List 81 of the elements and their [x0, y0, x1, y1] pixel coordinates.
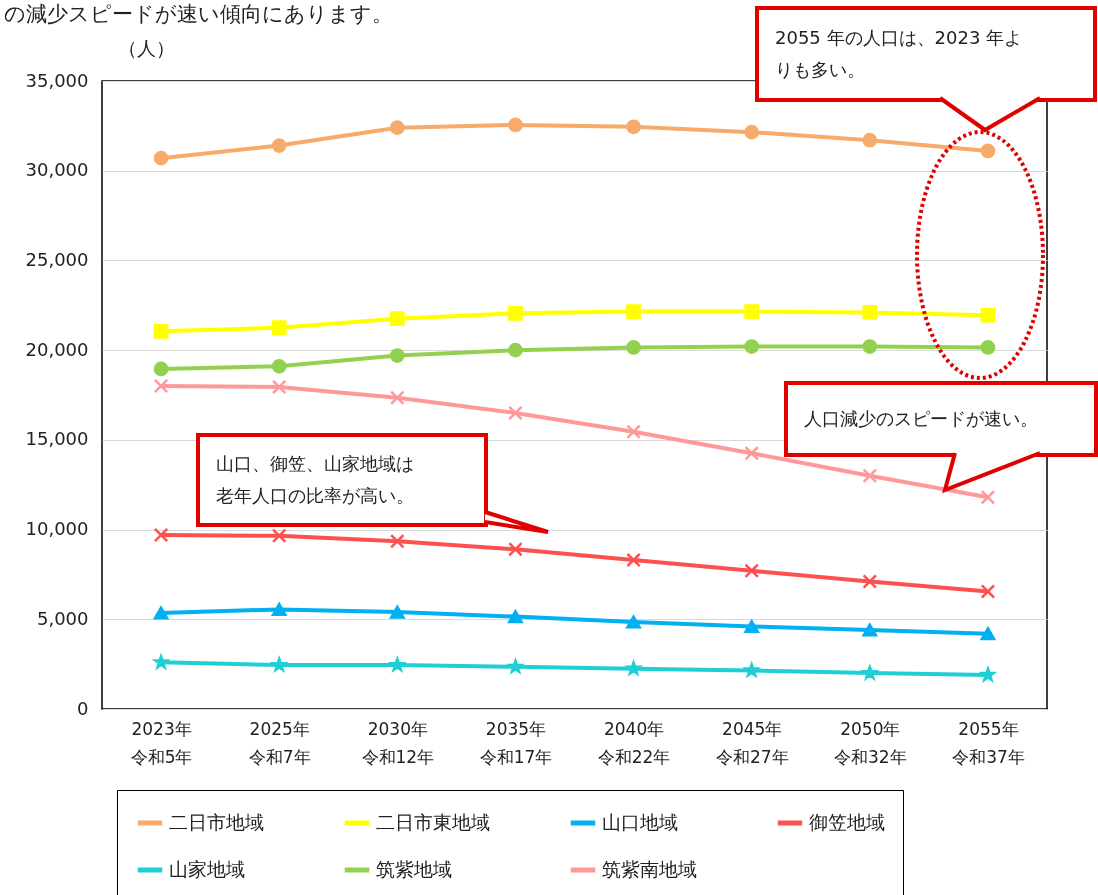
legend-label: 御笠地域: [809, 811, 885, 833]
y-tick-label: 30,000: [25, 159, 89, 181]
point: [271, 602, 287, 616]
legend-label: 筑紫南地域: [602, 858, 697, 880]
point: [389, 311, 405, 327]
legend-label: 山口地域: [602, 811, 678, 833]
point: [862, 623, 878, 637]
point: [271, 528, 287, 544]
point: [508, 117, 523, 133]
point: [626, 119, 641, 135]
point: [626, 304, 641, 319]
legend-label: 山家地域: [169, 858, 245, 880]
point: [626, 552, 641, 568]
point: [980, 340, 996, 355]
point: [508, 305, 523, 321]
y-tick-label: 15,000: [25, 428, 89, 450]
text: 2055 年の人口は、2023 年よりも多い。: [775, 26, 1024, 82]
point: [862, 305, 878, 320]
y-tick-label: 10,000: [25, 518, 89, 540]
point: [153, 606, 169, 620]
point: [153, 527, 169, 543]
y-tick-label: 5,000: [36, 607, 89, 629]
text: の減少スピードが速い傾向にあります。: [4, 1, 393, 28]
point: [271, 379, 287, 395]
point: [626, 615, 641, 629]
point: [862, 574, 878, 589]
annotation: 人口減少のスピードが速い。: [804, 407, 1039, 431]
point: [270, 655, 289, 673]
point: [389, 348, 405, 363]
point: [271, 138, 287, 153]
point: [153, 378, 169, 394]
x-tick-label: 2025年令和7年: [248, 718, 311, 767]
x-tick-label: 2055年令和37年: [952, 718, 1025, 767]
point: [860, 663, 879, 682]
point: [508, 610, 523, 624]
point: [862, 339, 878, 354]
x-tick-label: 2040年令和22年: [597, 718, 671, 767]
point: [862, 132, 878, 148]
y-axis-title: （人）: [118, 36, 175, 61]
x-tick-label: 2035年令和17年: [479, 718, 553, 767]
point: [508, 405, 523, 421]
legend-label: 二日市地域: [169, 811, 264, 833]
point: [980, 143, 996, 159]
point: [626, 424, 641, 440]
annotation: 山口、御笠、山家地域は老年人口の比率が高い。: [216, 452, 415, 508]
point: [626, 340, 641, 355]
point: [153, 361, 169, 377]
y-tick-label: 35,000: [25, 69, 89, 91]
point: [153, 150, 169, 166]
point: [389, 390, 405, 406]
point: [744, 304, 760, 319]
point: [744, 124, 760, 140]
point: [744, 445, 760, 461]
point: [508, 541, 523, 557]
point: [153, 323, 169, 339]
y-tick-label: 25,000: [25, 248, 89, 270]
point: [271, 320, 287, 336]
x-tick-label: 2023年令和5年: [130, 718, 193, 767]
legend-label: 筑紫地域: [376, 858, 452, 880]
point: [271, 358, 287, 374]
x-tick-label: 2045年令和27年: [715, 718, 789, 767]
point: [388, 655, 407, 673]
y-tick-label: 0: [77, 697, 89, 719]
point: [980, 489, 996, 505]
point: [508, 342, 523, 358]
point: [389, 533, 405, 549]
point: [980, 627, 996, 641]
point: [980, 307, 996, 323]
legend-label: 二日市東地域: [376, 811, 490, 833]
point: [744, 339, 760, 354]
point: [389, 605, 405, 619]
point: [978, 665, 998, 683]
point: [744, 563, 760, 579]
point: [151, 652, 171, 671]
point: [980, 584, 996, 599]
x-tick-label: 2050年令和32年: [833, 718, 907, 767]
x-tick-label: 2030年令和12年: [361, 718, 435, 767]
y-tick-label: 20,000: [25, 338, 89, 360]
point: [389, 120, 405, 136]
point: [744, 619, 760, 634]
point: [862, 468, 878, 484]
